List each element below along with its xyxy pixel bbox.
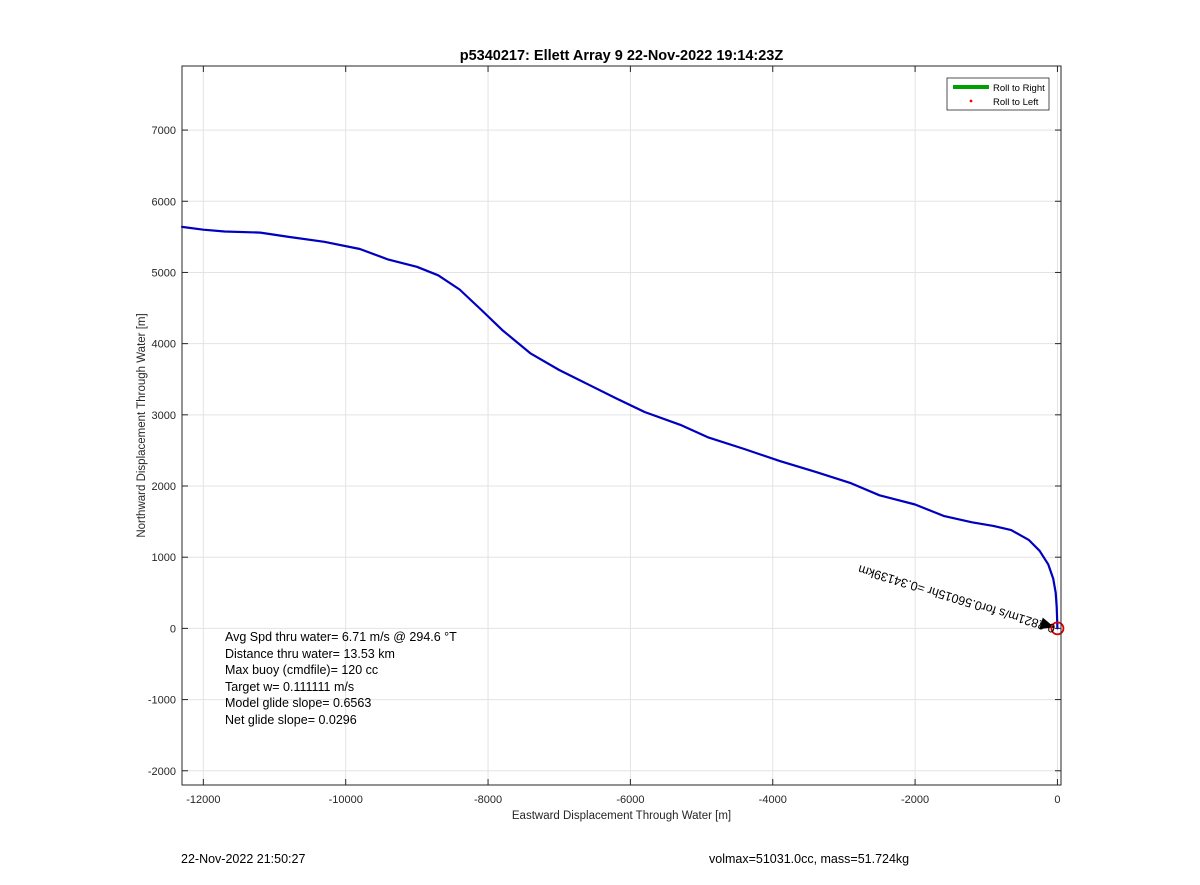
- axis-ticks: -12000 -10000 -8000 -6000 -4000 -2000 0-2000-1…: [148, 66, 1061, 806]
- x-tick-label: -6000: [616, 794, 644, 806]
- plot-frame: [181, 65, 1062, 786]
- overlay-layer: [1039, 617, 1065, 636]
- y-tick-label: 4000: [152, 339, 176, 351]
- annotation-avg-speed: Avg Spd thru water= 6.71 m/s @ 294.6 °T: [225, 630, 457, 644]
- y-tick-label: 3000: [152, 410, 176, 422]
- footer-info: volmax=51031.0cc, mass=51.724kg: [709, 852, 910, 866]
- y-tick-label: -2000: [148, 766, 176, 778]
- legend-label-roll-right: Roll to Right: [993, 83, 1045, 94]
- y-tick-label: 1000: [152, 552, 176, 564]
- annotation-distance: Distance thru water= 13.53 km: [225, 647, 395, 661]
- x-tick-label: -12000: [186, 794, 220, 806]
- annotation-net-glide: Net glide slope= 0.0296: [225, 713, 357, 727]
- current-vector-label: 0.2821m/s for0.56015hr =0.34139km: [856, 562, 1056, 635]
- footer-timestamp: 22-Nov-2022 21:50:27: [181, 852, 306, 866]
- y-tick-label: 0: [170, 623, 176, 635]
- legend-swatch-roll-left: [969, 99, 973, 103]
- x-tick-label: 0: [1054, 794, 1060, 806]
- y-tick-label: 7000: [152, 125, 176, 137]
- annotation-target-w: Target w= 0.111111 m/s: [225, 680, 355, 694]
- x-axis-label: Eastward Displacement Through Water [m]: [512, 810, 731, 822]
- current-vector-arrowhead: [1039, 617, 1055, 629]
- legend-label-roll-left: Roll to Left: [993, 97, 1039, 108]
- annotation-model-glide: Model glide slope= 0.6563: [225, 696, 372, 710]
- y-tick-label: -1000: [148, 695, 176, 707]
- legend: Roll to Right Roll to Left: [946, 77, 1050, 111]
- x-tick-label: -8000: [474, 794, 502, 806]
- chart-title: p5340217: Ellett Array 9 22-Nov-2022 19:…: [460, 48, 784, 64]
- series-layer: [180, 225, 1059, 630]
- x-tick-label: -10000: [329, 794, 363, 806]
- grid: [182, 66, 1061, 785]
- x-tick-label: -2000: [901, 794, 929, 806]
- start-marker: [1050, 621, 1065, 636]
- annotation-max-buoy: Max buoy (cmdfile)= 120 cc: [225, 663, 379, 677]
- y-tick-label: 2000: [152, 481, 176, 493]
- y-axis-label: Northward Displacement Through Water [m]: [136, 313, 148, 537]
- y-tick-label: 6000: [152, 196, 176, 208]
- legend-box: [946, 77, 1050, 111]
- x-tick-label: -4000: [759, 794, 787, 806]
- y-tick-label: 5000: [152, 267, 176, 279]
- series-line: [180, 225, 1059, 630]
